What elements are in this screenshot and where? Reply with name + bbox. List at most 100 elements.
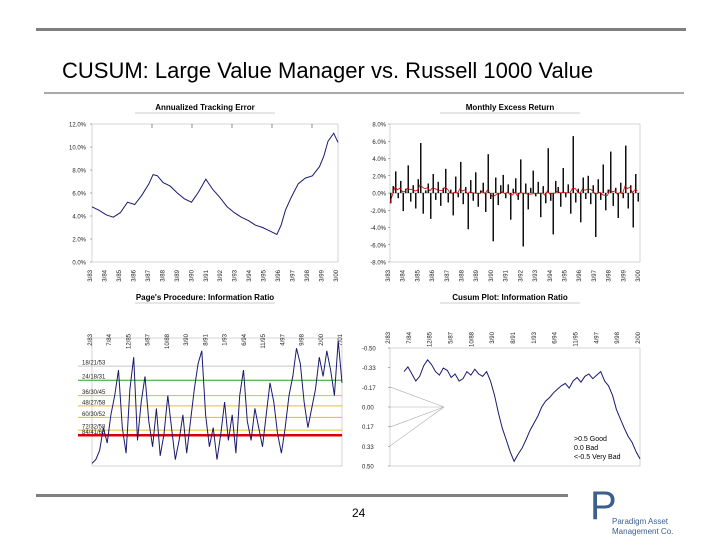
y-tick-label-0-6: 0.0% [72, 261, 86, 267]
bar-13 [422, 193, 424, 214]
x-tick-label-0-9: 3/92 [218, 269, 224, 281]
chart-title-0: Annualized Tracking Error [155, 103, 255, 112]
legend-entry-1: 0.0 Bad [574, 445, 598, 452]
bar-49 [512, 188, 514, 193]
slide-title: CUSUM: Large Value Manager vs. Russell 1… [62, 58, 594, 83]
title-underline [44, 92, 684, 94]
threshold-label-1: 24/18/31 [82, 375, 106, 381]
y-tick-label-3-3: 0.00 [362, 406, 374, 412]
chart-title-2: Page's Procedure: Information Ratio [136, 293, 274, 302]
plot-area-2 [91, 337, 343, 467]
x-tick-label-1-10: 3/93 [533, 269, 539, 281]
y-tick-label-3-6: 0.50 [362, 465, 374, 471]
x-tick-label-0-2: 3/85 [117, 269, 123, 281]
bar-14 [425, 190, 427, 193]
bar-93 [622, 193, 624, 199]
x-tick-label-2-1: 7/84 [107, 333, 113, 345]
bar-67 [557, 187, 559, 193]
cusum-fan-line-0 [389, 386, 445, 408]
bar-22 [445, 168, 447, 193]
logo-line-2: Management Co. [612, 527, 674, 536]
bar-7 [407, 165, 409, 193]
bar-77 [582, 177, 584, 193]
chart-title-3: Cusum Plot: Information Ratio [452, 293, 568, 302]
y-tick-label-1-7: -6.0% [370, 243, 386, 249]
threshold-label-3: 48/27/58 [82, 400, 106, 406]
y-tick-label-0-3: 6.0% [72, 192, 86, 198]
x-tick-label-0-17: 3/00 [334, 269, 340, 281]
bar-79 [587, 175, 589, 194]
bar-25 [452, 193, 454, 216]
x-tick-label-2-5: 3/90 [184, 333, 190, 345]
y-tick-label-1-0: 8.0% [372, 123, 386, 129]
x-tick-label-0-6: 3/89 [175, 269, 181, 281]
bar-39 [487, 154, 489, 193]
y-tick-label-1-6: -4.0% [370, 226, 386, 232]
x-tick-label-1-16: 3/99 [621, 269, 627, 281]
bar-99 [637, 193, 639, 202]
bar-45 [502, 174, 504, 193]
y-tick-label-0-0: 12.0% [69, 123, 87, 129]
bar-65 [552, 193, 554, 235]
bar-24 [450, 189, 452, 193]
x-tick-label-3-8: 6/94 [553, 331, 559, 343]
x-tick-label-0-10: 3/93 [233, 269, 239, 281]
bar-64 [550, 193, 552, 201]
bar-95 [627, 193, 629, 209]
bar-82 [595, 193, 597, 237]
x-tick-label-2-13: 7/01 [338, 333, 344, 345]
legend-entry-0: >0.5 Good [574, 436, 607, 443]
bar-52 [520, 159, 522, 193]
bar-91 [617, 193, 619, 218]
x-tick-label-0-8: 3/91 [204, 269, 210, 281]
page-number: 24 [352, 506, 366, 520]
bar-51 [517, 193, 519, 200]
series-line-0 [91, 132, 339, 236]
rolling-average-line-1 [389, 184, 638, 204]
bar-30 [465, 187, 467, 193]
x-tick-label-2-3: 5/87 [146, 333, 152, 345]
y-tick-label-1-8: -8.0% [370, 261, 386, 267]
cusum-fan-line-2 [389, 406, 445, 428]
threshold-label-2: 36/30/45 [82, 390, 106, 396]
x-tick-label-0-16: 3/99 [320, 269, 326, 281]
bar-87 [607, 189, 609, 193]
y-tick-label-3-4: 0.17 [362, 425, 374, 431]
y-tick-label-0-5: 2.0% [72, 238, 86, 244]
bar-31 [467, 193, 469, 230]
series-line-2 [91, 340, 343, 464]
bar-89 [612, 193, 614, 206]
x-tick-label-3-11: 9/98 [615, 331, 621, 343]
chart-title-1: Monthly Excess Return [466, 103, 555, 112]
x-tick-label-3-7: 1/93 [532, 331, 538, 343]
bar-21 [442, 187, 444, 193]
bar-18 [435, 193, 437, 200]
company-logo: P Paradigm Asset Management Co. [588, 484, 688, 540]
y-tick-label-0-4: 4.0% [72, 215, 86, 221]
x-tick-label-3-9: 11/95 [574, 331, 580, 346]
x-tick-label-0-3: 3/86 [131, 269, 137, 281]
bar-57 [532, 170, 534, 193]
bar-84 [600, 193, 602, 200]
bar-83 [597, 179, 599, 193]
bar-50 [515, 178, 517, 193]
threshold-label-5: 72/32/58 [82, 425, 106, 431]
top-rule [36, 28, 686, 31]
x-tick-label-3-1: 7/84 [407, 331, 413, 343]
x-tick-label-0-0: 3/83 [88, 269, 94, 281]
bar-35 [477, 193, 479, 207]
series-line-3 [403, 358, 641, 463]
bar-59 [537, 181, 539, 193]
bar-97 [632, 193, 634, 228]
x-tick-label-2-11: 9/98 [300, 333, 306, 345]
x-tick-label-3-3: 5/87 [449, 331, 455, 343]
bar-92 [620, 182, 622, 193]
bar-68 [560, 193, 562, 207]
bar-3 [397, 193, 399, 199]
y-tick-label-1-1: 6.0% [372, 140, 386, 146]
bar-37 [482, 182, 484, 193]
bar-47 [507, 184, 509, 193]
y-tick-label-3-5: 0.33 [362, 445, 374, 451]
bar-90 [615, 187, 617, 193]
